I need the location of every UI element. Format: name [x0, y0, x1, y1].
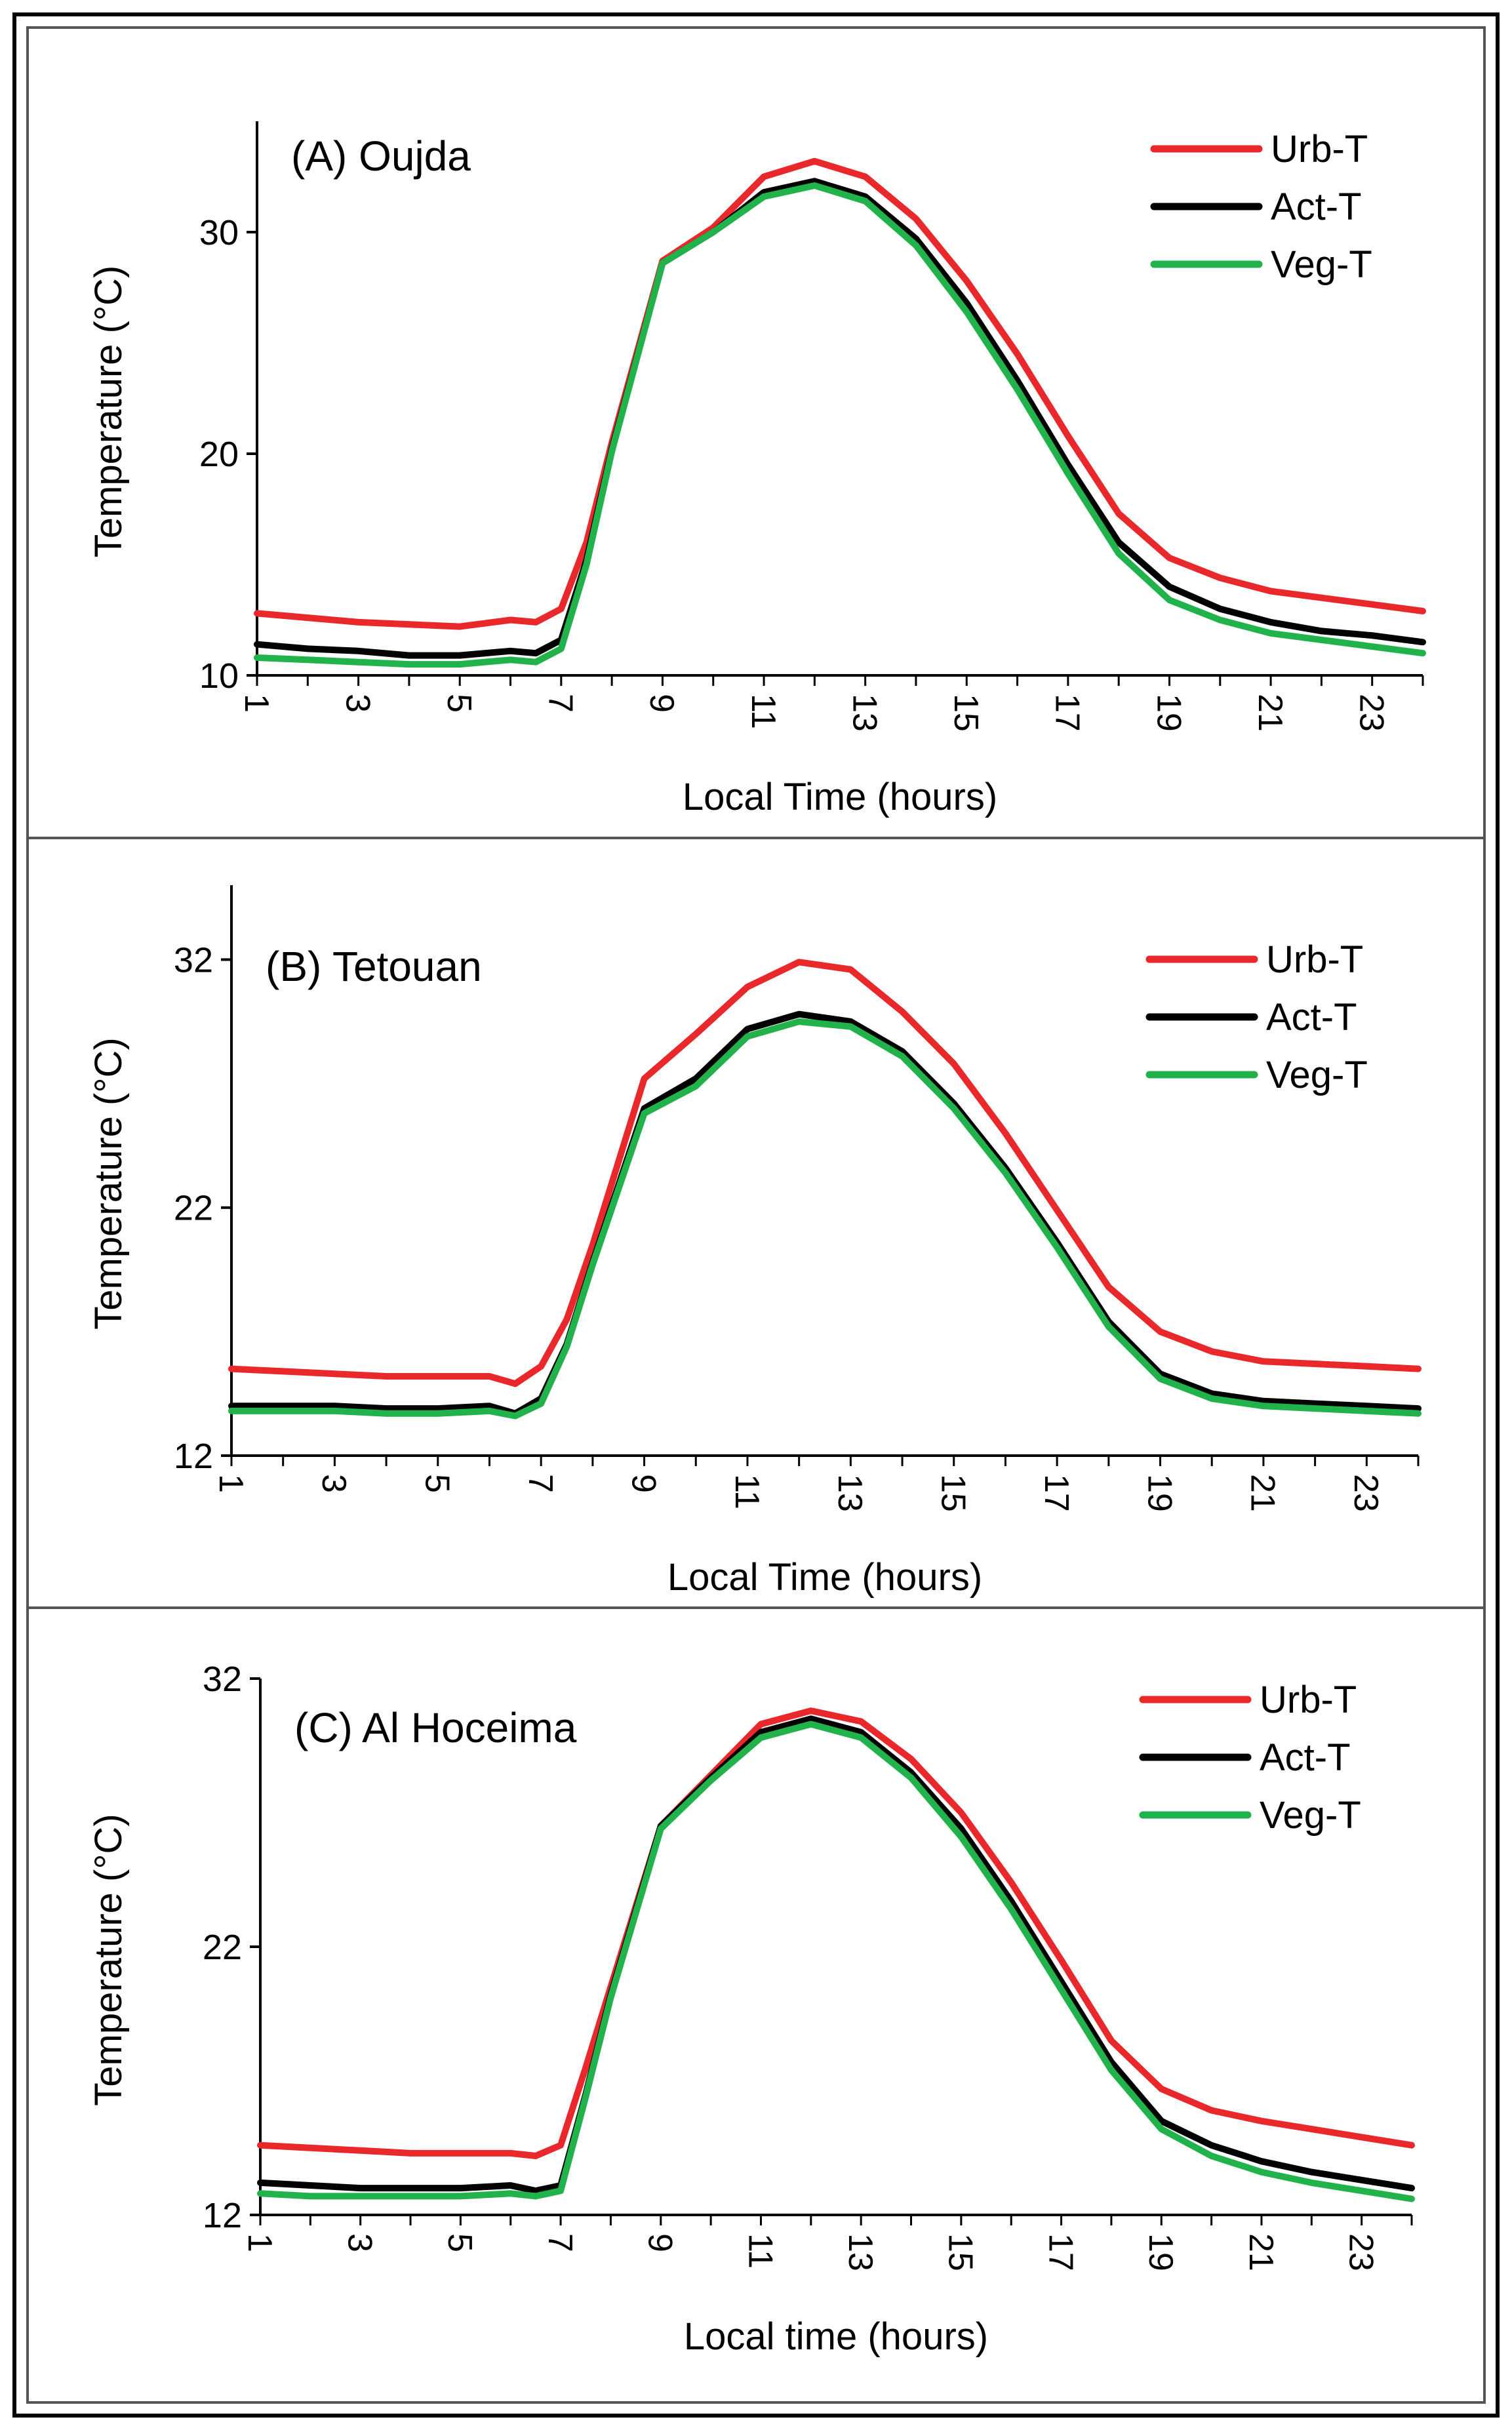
legend-label: Urb-T	[1260, 1679, 1357, 1721]
legend-label: Act-T	[1271, 186, 1362, 228]
series-line-act-t	[228, 1010, 1422, 1417]
series-line-veg-t	[228, 1018, 1422, 1420]
x-tick-label: 3	[340, 2233, 378, 2252]
x-axis-title: Local Time (hours)	[683, 776, 997, 818]
y-tick-label: 12	[203, 2196, 242, 2235]
x-tick-label: 5	[441, 2233, 479, 2252]
x-tick-label: 9	[624, 1474, 662, 1493]
x-tick-label: 7	[521, 1474, 559, 1493]
legend-label: Act-T	[1260, 1736, 1351, 1779]
legend-label: Veg-T	[1271, 243, 1372, 286]
series-line-act-t	[254, 178, 1426, 659]
panel-title: (C) Al Hoceima	[294, 1704, 577, 1751]
y-tick-label: 22	[203, 1928, 242, 1967]
y-axis-title: Temperature (°C)	[87, 1037, 130, 1329]
y-tick-label: 22	[174, 1189, 213, 1228]
panel-title: (A) Oujda	[291, 132, 471, 180]
x-tick-label: 23	[1342, 2233, 1380, 2271]
x-tick-label: 7	[542, 694, 580, 713]
series-line-veg-t	[254, 182, 1426, 668]
y-tick-label: 10	[199, 656, 239, 696]
x-tick-label: 21	[1251, 694, 1289, 732]
x-tick-label: 11	[744, 694, 782, 729]
legend-label: Act-T	[1266, 996, 1357, 1039]
x-tick-label: 5	[418, 1474, 456, 1493]
x-tick-label: 9	[643, 694, 681, 713]
x-tick-label: 19	[1140, 1474, 1178, 1512]
x-tick-label: 3	[315, 1474, 353, 1493]
legend-label: Veg-T	[1266, 1054, 1368, 1096]
series-line-veg-t	[257, 1721, 1415, 2202]
series-line-urb-t	[254, 157, 1426, 630]
x-axis-title: Local Time (hours)	[667, 1556, 982, 1599]
outer-frame	[12, 12, 1500, 2418]
x-tick-label: 5	[440, 694, 478, 713]
x-tick-label: 15	[947, 694, 985, 732]
legend-label: Urb-T	[1271, 128, 1368, 170]
x-tick-label: 15	[934, 1474, 972, 1512]
y-axis-title: Temperature (°C)	[87, 1814, 130, 2105]
y-axis-title: Temperature (°C)	[87, 266, 130, 557]
x-tick-label: 1	[237, 694, 275, 713]
y-tick-label: 12	[174, 1437, 213, 1476]
legend-label: Veg-T	[1260, 1794, 1361, 1837]
x-tick-label: 7	[541, 2233, 579, 2252]
series-line-urb-t	[228, 959, 1422, 1387]
x-tick-label: 11	[741, 2233, 779, 2269]
inner-frame	[26, 26, 1486, 2404]
x-tick-label: 17	[1037, 1474, 1075, 1512]
panel-title: (B) Tetouan	[266, 943, 482, 990]
y-tick-label: 30	[199, 213, 239, 252]
x-tick-label: 13	[841, 2233, 879, 2271]
x-tick-label: 9	[641, 2233, 679, 2252]
y-tick-label: 32	[203, 1660, 242, 1699]
series-line-act-t	[257, 1715, 1415, 2195]
x-tick-label: 11	[728, 1474, 766, 1509]
legend-label: Urb-T	[1266, 938, 1363, 981]
x-tick-label: 15	[942, 2233, 980, 2271]
x-tick-label: 23	[1347, 1474, 1385, 1512]
x-tick-label: 19	[1142, 2233, 1180, 2271]
y-tick-label: 32	[174, 940, 213, 980]
x-tick-label: 17	[1041, 2233, 1079, 2271]
x-tick-label: 13	[845, 694, 883, 732]
x-tick-label: 13	[831, 1474, 869, 1512]
series-line-urb-t	[257, 1707, 1415, 2159]
x-tick-label: 23	[1352, 694, 1390, 732]
x-tick-label: 17	[1048, 694, 1086, 732]
x-tick-label: 21	[1242, 2233, 1280, 2271]
y-tick-label: 20	[199, 435, 239, 474]
x-tick-label: 1	[212, 1474, 250, 1493]
x-axis-title: Local time (hours)	[684, 2315, 988, 2358]
x-tick-label: 1	[241, 2233, 279, 2252]
x-tick-label: 19	[1149, 694, 1187, 732]
x-tick-label: 21	[1244, 1474, 1282, 1512]
x-tick-label: 3	[338, 694, 376, 713]
